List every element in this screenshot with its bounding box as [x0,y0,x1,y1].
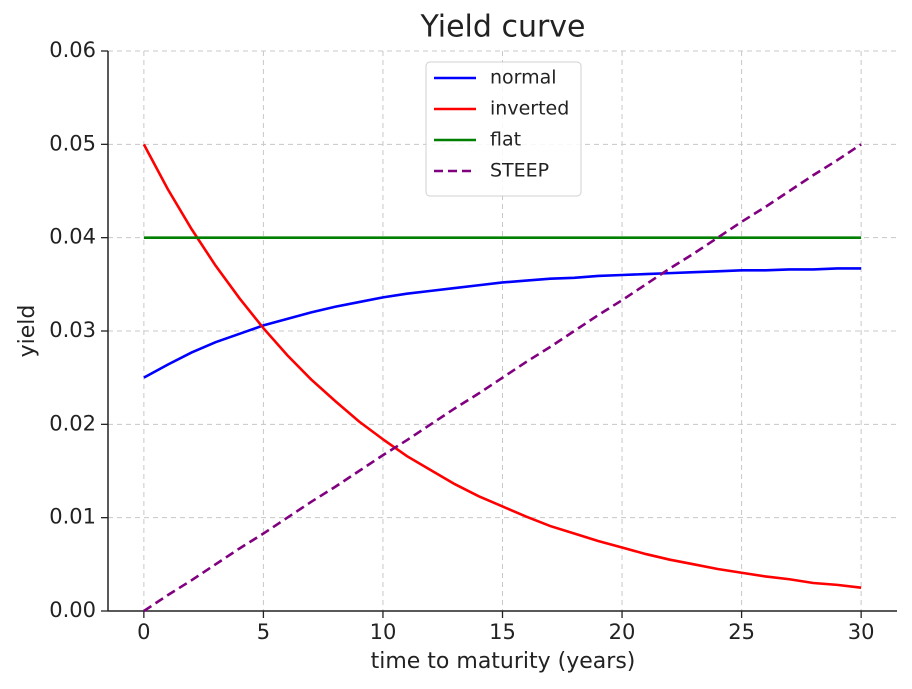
y-tick-label: 0.01 [49,505,96,529]
legend-label: STEEP [490,160,549,182]
x-tick-label: 15 [489,620,516,644]
y-tick-label: 0.03 [49,318,96,342]
legend-label: normal [490,67,557,89]
legend-label: inverted [490,98,569,120]
legend: normal inverted flat STEEP [425,61,582,197]
x-axis-label: time to maturity (years) [371,649,636,674]
legend-box [425,61,582,197]
line-series [143,143,862,613]
legend-label: flat [490,129,521,151]
x-tick-label: 0 [137,620,150,644]
y-tick-label: 0.02 [49,411,96,435]
x-tick-label: 30 [848,620,875,644]
y-tick-label: 0.05 [49,131,96,155]
y-tick-label: 0.04 [49,225,96,249]
y-tick-label: 0.00 [49,598,96,622]
x-tick-label: 5 [257,620,270,644]
x-tick-label: 20 [609,620,636,644]
x-tick-label: 10 [370,620,397,644]
y-tick-label: 0.06 [49,38,96,62]
chart-title: Yield curve [419,10,585,45]
x-tick-label: 25 [728,620,755,644]
line-series [143,267,862,379]
line-series [142,143,862,589]
y-axis-label: yield [15,305,40,358]
